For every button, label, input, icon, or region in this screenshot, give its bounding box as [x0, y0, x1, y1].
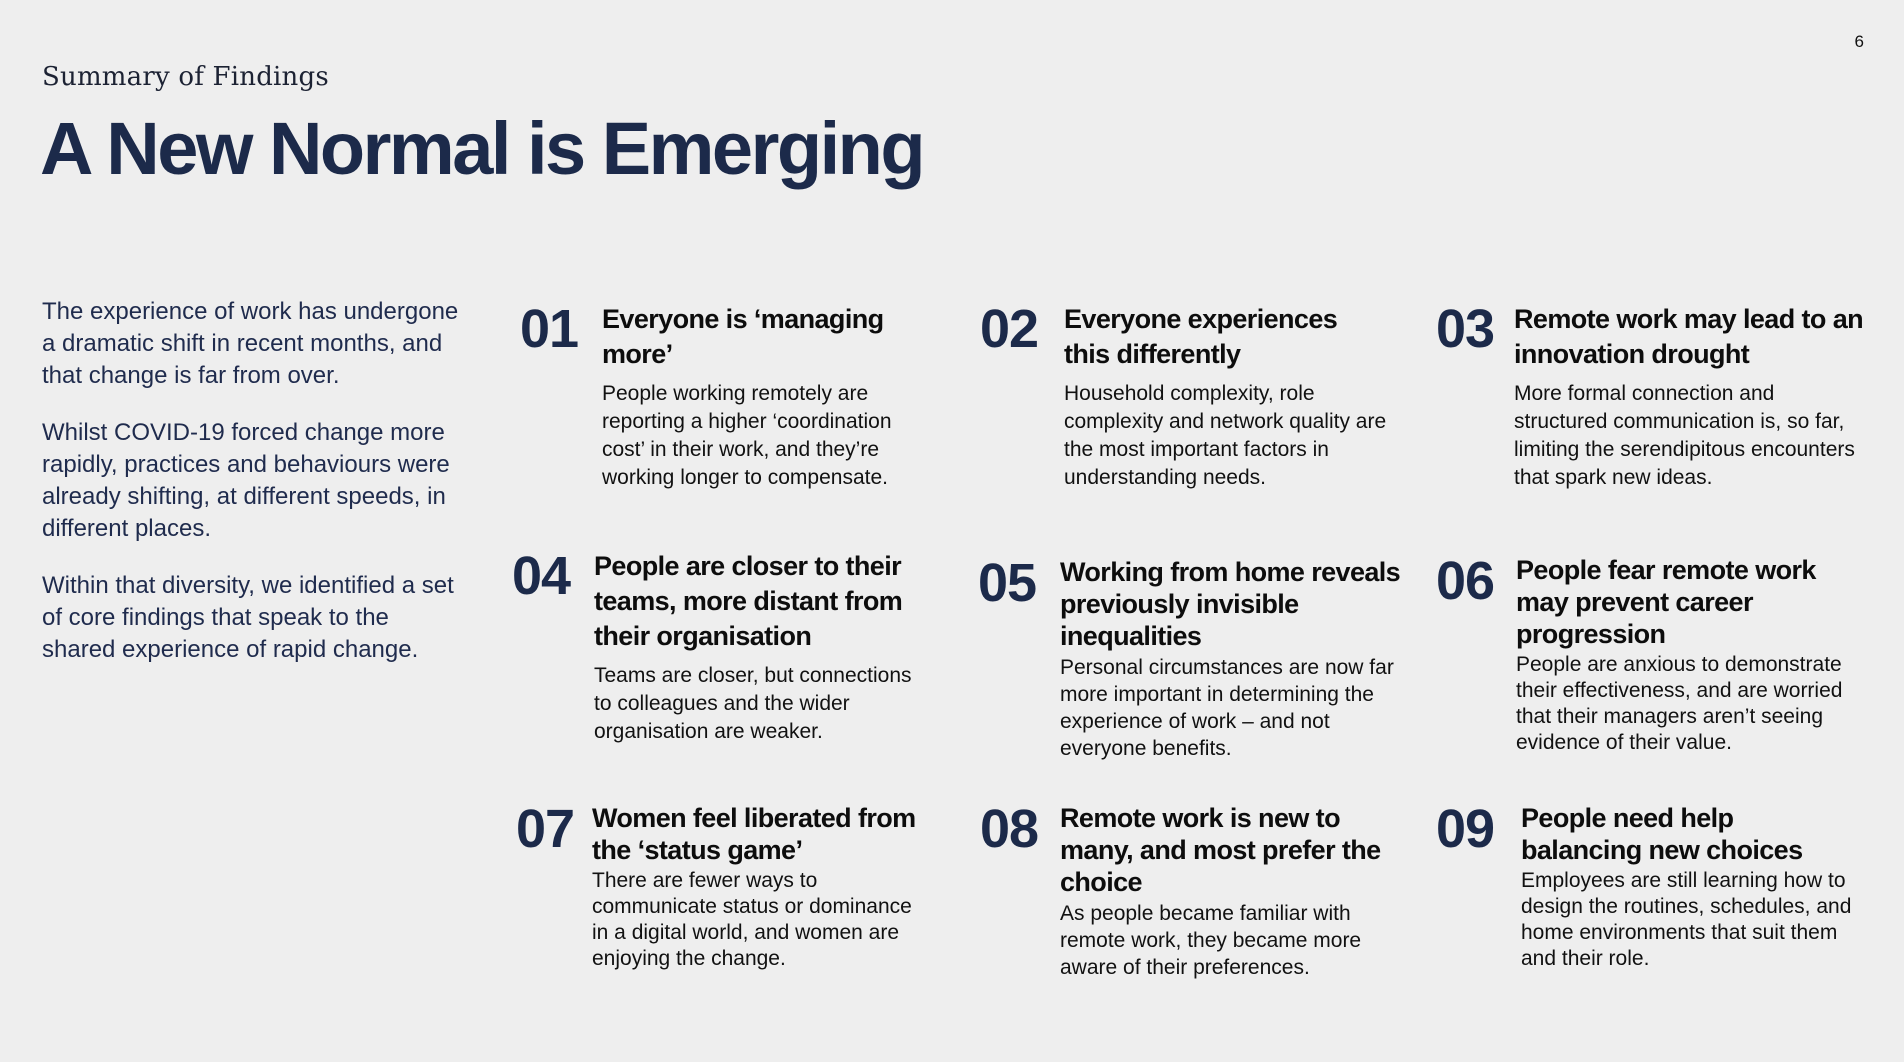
finding-heading: Everyone experiences this differently: [1064, 304, 1338, 369]
finding-body: As people became familiar with remote wo…: [1060, 902, 1362, 979]
intro-text: The experience of work has undergone a d…: [42, 296, 462, 691]
finding-number: 01: [520, 299, 579, 359]
finding-number: 09: [1436, 799, 1495, 859]
finding-number: 06: [1436, 551, 1495, 611]
finding-heading: People need help balancing new choices: [1521, 803, 1803, 865]
intro-paragraph: Within that diversity, we identified a s…: [42, 572, 454, 663]
finding-number: 07: [516, 799, 575, 859]
page-number: 6: [1854, 32, 1864, 51]
finding-body: Personal circumstances are now far more …: [1060, 656, 1394, 760]
section-label: Summary of Findings: [42, 62, 329, 92]
finding-heading: People are closer to their teams, more d…: [594, 551, 903, 651]
finding-body: More formal connection and structured co…: [1514, 382, 1855, 489]
finding-heading: Women feel liberated from the ‘status ga…: [592, 803, 916, 865]
finding-number: 04: [512, 546, 571, 606]
finding-body: There are fewer ways to communicate stat…: [592, 869, 912, 970]
page-title: A New Normal is Emerging: [40, 107, 926, 190]
finding-number: 05: [978, 553, 1037, 613]
finding-heading: Remote work may lead to an innovation dr…: [1514, 304, 1864, 369]
finding-body: Teams are closer, but connections to col…: [594, 664, 912, 743]
finding-body: Employees are still learning how to desi…: [1521, 869, 1852, 970]
finding-heading: Everyone is ‘managing more’: [602, 304, 884, 369]
intro-paragraph: The experience of work has undergone a d…: [42, 298, 459, 389]
finding-number: 08: [980, 799, 1039, 859]
finding-number: 03: [1436, 299, 1495, 359]
finding-heading: People fear remote work may prevent care…: [1516, 555, 1816, 649]
finding-body: People working remotely are reporting a …: [602, 382, 892, 489]
intro-paragraph: Whilst COVID-19 forced change more rapid…: [42, 419, 450, 542]
finding-number: 02: [980, 299, 1039, 359]
finding-heading: Working from home reveals previously inv…: [1060, 557, 1401, 651]
finding-heading: Remote work is new to many, and most pre…: [1060, 803, 1381, 897]
finding-body: Household complexity, role complexity an…: [1064, 382, 1387, 489]
finding-body: People are anxious to demonstrate their …: [1516, 653, 1843, 754]
